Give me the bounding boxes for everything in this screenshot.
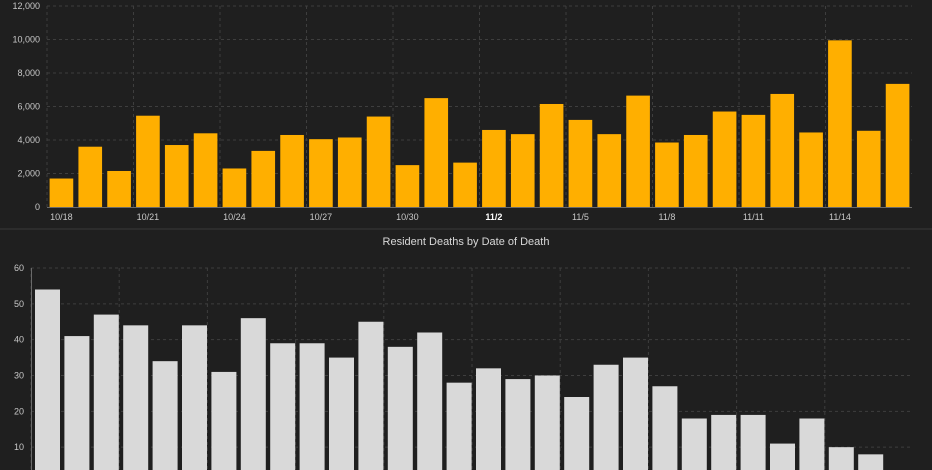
deaths-bar (593, 364, 619, 470)
cases-y-tick-label: 2,000 (17, 169, 40, 179)
deaths-bar (681, 418, 707, 470)
cases-x-ticks: 10/18 10/21 10/24 10/27 10/30 11/2 11/5 11/8 11/… (50, 212, 851, 222)
deaths-bar (240, 318, 266, 470)
deaths-bar (858, 454, 884, 470)
cases-bar (482, 129, 506, 207)
cases-bar (712, 111, 737, 207)
cases-bar (828, 40, 852, 208)
cases-bar (568, 119, 593, 207)
deaths-bar (417, 332, 443, 470)
cases-bar (683, 134, 708, 207)
cases-x-tick-label: 10/21 (137, 212, 160, 222)
cases-x-tick-label: 11/2 (485, 212, 502, 222)
cases-bar (49, 178, 74, 207)
deaths-bar (387, 346, 413, 470)
cases-bar (280, 134, 304, 207)
cases-x-tick-label: 10/27 (310, 212, 333, 222)
cases-bar (107, 170, 131, 207)
deaths-y-tick-label: 50 (14, 299, 24, 309)
cases-y-tick-label: 6,000 (17, 102, 40, 112)
cases-bar (193, 133, 218, 207)
deaths-y-tick-label: 30 (14, 371, 24, 381)
deaths-bar-chart: Resident Deaths by Date of Death 10 20 30 4… (14, 236, 912, 470)
deaths-chart-title: Resident Deaths by Date of Death (383, 236, 550, 248)
deaths-y-tick-label: 40 (14, 335, 24, 345)
cases-y-tick-label: 10,000 (12, 35, 40, 45)
deaths-gridlines (30, 267, 912, 470)
cases-bar (741, 114, 766, 207)
cases-x-tick-label: 11/14 (829, 212, 851, 222)
cases-gridlines (46, 5, 912, 208)
cases-bar (366, 116, 391, 207)
deaths-bar (93, 314, 119, 470)
cases-y-tick-label: 8,000 (17, 68, 40, 78)
deaths-bar (270, 343, 296, 470)
cases-x-tick-label: 11/5 (572, 212, 589, 222)
deaths-bar (799, 418, 825, 470)
cases-bar (78, 146, 103, 207)
cases-bar (655, 142, 679, 207)
cases-bar (222, 168, 247, 207)
cases-x-tick-label: 10/30 (396, 212, 419, 222)
cases-bar (395, 165, 420, 207)
deaths-bar (505, 379, 531, 470)
cases-bar (136, 115, 160, 207)
deaths-bar (828, 447, 854, 470)
cases-bar (251, 150, 276, 207)
deaths-y-ticks: 10 20 30 40 50 60 (14, 263, 24, 452)
cases-y-tick-label: 4,000 (17, 135, 40, 145)
cases-y-tick-label: 12,000 (12, 1, 40, 11)
cases-bar (626, 95, 650, 207)
cases-y-ticks: 0 2,000 4,000 6,000 8,000 10,000 12,000 (12, 1, 40, 212)
deaths-bar (652, 386, 678, 470)
cases-bar (453, 162, 477, 207)
deaths-y-tick-label: 10 (14, 442, 24, 452)
deaths-bar (534, 375, 560, 470)
deaths-bar (476, 368, 501, 470)
deaths-bar (564, 397, 590, 470)
deaths-bar (211, 371, 237, 470)
deaths-bar (329, 357, 354, 470)
deaths-bar (623, 357, 648, 470)
cases-x-tick-label: 11/8 (658, 212, 675, 222)
deaths-bar (740, 414, 766, 470)
cases-bar (799, 132, 823, 207)
deaths-y-tick-label: 20 (14, 406, 24, 416)
deaths-bar (35, 289, 60, 470)
deaths-bar (64, 336, 90, 470)
deaths-bar (711, 414, 737, 470)
deaths-bar (770, 443, 795, 470)
cases-x-tick-label: 11/11 (743, 212, 764, 222)
cases-bar (309, 139, 333, 207)
cases-x-tick-label: 10/24 (223, 212, 246, 222)
deaths-bar (358, 321, 384, 470)
deaths-bar (182, 325, 207, 470)
cases-bar (770, 93, 795, 207)
cases-bar (510, 134, 535, 207)
cases-bars (49, 40, 910, 208)
deaths-bar (299, 343, 325, 470)
cases-bar (337, 137, 362, 207)
cases-bar (597, 134, 622, 207)
deaths-bar (446, 382, 472, 470)
deaths-bar (152, 361, 178, 470)
cases-bar (424, 98, 449, 207)
cases-x-tick-label: 10/18 (50, 212, 73, 222)
cases-bar (856, 130, 881, 207)
deaths-y-tick-label: 60 (14, 263, 24, 273)
deaths-bar (123, 325, 149, 470)
cases-y-tick-label: 0 (35, 202, 40, 212)
cases-bar (885, 83, 910, 207)
cases-bar (164, 145, 189, 207)
deaths-bars (35, 289, 884, 470)
cases-bar (539, 103, 564, 207)
